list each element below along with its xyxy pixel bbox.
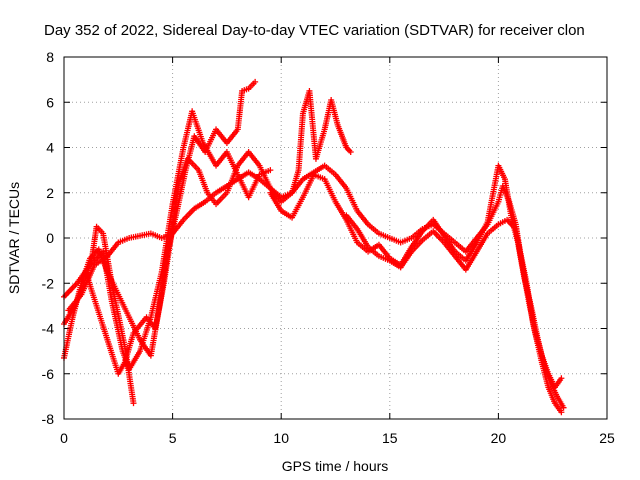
x-tick-label: 5 — [169, 430, 177, 446]
x-tick-label: 0 — [60, 430, 68, 446]
y-tick-label: -8 — [42, 411, 55, 427]
y-tick-label: 4 — [46, 140, 54, 156]
data-points — [61, 78, 567, 416]
x-tick-label: 15 — [382, 430, 398, 446]
trace-7-point — [558, 375, 565, 382]
y-tick-label: 6 — [46, 94, 54, 110]
trace-2-point — [267, 167, 274, 174]
x-axis-label: GPS time / hours — [282, 458, 389, 474]
trace-3-point — [252, 78, 259, 85]
trace-4-point — [347, 149, 354, 156]
plot-frame — [63, 56, 608, 420]
x-tick-label: 25 — [599, 430, 615, 446]
trace-1-point — [130, 400, 137, 407]
y-tick-label: -4 — [42, 321, 55, 337]
y-tick-label: -6 — [42, 366, 55, 382]
chart-title: Day 352 of 2022, Sidereal Day-to-day VTE… — [44, 22, 585, 39]
grid-lines — [64, 57, 607, 419]
trace-6-point — [560, 404, 567, 411]
y-axis-label: SDTVAR / TECUs — [6, 182, 22, 294]
y-tick-label: 2 — [46, 185, 54, 201]
x-tick-label: 10 — [273, 430, 289, 446]
x-tick-label: 20 — [491, 430, 507, 446]
y-tick-label: 0 — [46, 230, 54, 246]
y-tick-label: 8 — [46, 49, 54, 65]
y-tick-label: -2 — [42, 275, 55, 291]
axis-ticks: 0 5 10 15 20 25 -8 -6 -4 -2 0 2 4 6 8 — [42, 49, 615, 446]
trace-5-point — [558, 409, 565, 416]
